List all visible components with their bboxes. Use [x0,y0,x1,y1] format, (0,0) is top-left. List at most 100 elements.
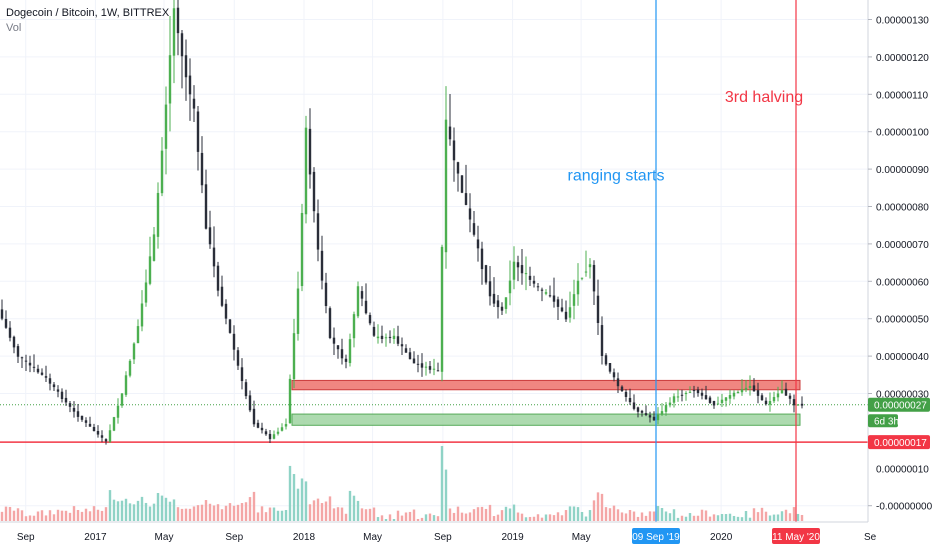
candle-body [580,277,584,279]
candle-body [600,325,604,356]
candle-body [16,346,20,357]
candle-body [740,389,744,393]
volume-bar [4,506,8,521]
candle-body [508,280,512,294]
candle-body [736,391,740,394]
volume-bar [0,511,4,521]
volume-bar [480,506,484,521]
candle-body [584,271,588,273]
zones [291,379,801,426]
price-badge: 0.00000017 [874,438,927,449]
candle-body [12,336,16,348]
volume-bar [540,517,544,521]
volume-bar [432,515,436,521]
candle-body [516,262,520,268]
volume-bar [744,511,748,521]
volume-bar [308,504,312,521]
candle-body [240,367,244,382]
candle-body [588,264,592,268]
candle-body [484,265,488,283]
volume-bar [536,514,540,521]
volume-bar [516,512,520,521]
volume-bar [660,507,664,521]
volume-bar [664,511,668,521]
candle-body [444,119,448,253]
candle-body [48,378,52,384]
volume-bar [544,514,548,521]
candle-body [468,208,472,220]
candle-body [196,111,200,152]
volume-bar [44,515,48,521]
volume-bar [252,491,256,521]
volume-bar [196,505,200,521]
volume-bar [588,510,592,521]
volume-bar [268,507,272,521]
candle-body [152,234,156,261]
annotation-text: ranging starts [568,167,665,184]
volume-bar [736,516,740,521]
volume-bar [424,514,428,521]
candle-body [88,423,92,427]
volume-bar [100,510,104,521]
volume-bar [28,515,32,521]
volume-bar [436,516,440,521]
price-badge-bg [868,397,930,412]
candle-body [364,300,368,314]
y-tick-label: 0.00000110 [876,90,929,101]
volume-bar [460,512,464,521]
volume-bar [400,515,404,521]
volume-bar [188,508,192,521]
candle-body [540,289,544,291]
candle-body [660,411,664,415]
candle-body [176,7,180,34]
volume-bar [784,509,788,521]
candle-body [184,55,188,78]
candle-body [276,431,280,434]
candle-body [108,430,112,442]
candle-body [232,333,236,350]
volume-bar [20,510,24,521]
candle-body [368,315,372,324]
volume-bar [380,515,384,521]
candle-body [732,392,736,397]
candle-body [712,401,716,406]
resistance-zone [291,379,801,391]
volume-bar [404,512,408,521]
candle-body [752,385,756,392]
candle-body [8,327,12,338]
candle-body [372,326,376,336]
candle-body [632,402,636,409]
volume-bar [204,500,208,521]
volume-bar [272,507,276,521]
volume-bar [616,509,620,521]
volume-bar [256,512,260,521]
volume-bar [556,512,560,521]
candle-body [68,403,72,407]
volume-bar [560,515,564,521]
candle-body [604,355,608,365]
candle-body [716,403,720,405]
volume-bar [320,503,324,521]
symbol-title: Dogecoin / Bitcoin, 1W, BITTREX [6,7,170,19]
volume-bar [756,512,760,521]
volume-bar [420,517,424,521]
volume-bar [452,512,456,521]
candle-body [0,309,4,319]
candle-body [556,299,560,307]
volume-bar [160,495,164,521]
y-tick-label: 0.00000040 [876,352,929,363]
candle-body [608,363,612,372]
volume-bar [288,465,292,521]
candle-body [36,368,40,373]
candle-body [596,295,600,323]
candle-body [412,358,416,364]
volume-bar [412,509,416,521]
volume-bar [468,512,472,521]
volume-bar [52,514,56,521]
volume-bar [324,501,328,521]
volume-bar [712,514,716,521]
candle-body [720,399,724,404]
candle-body [40,372,44,375]
volume-bar [220,509,224,521]
